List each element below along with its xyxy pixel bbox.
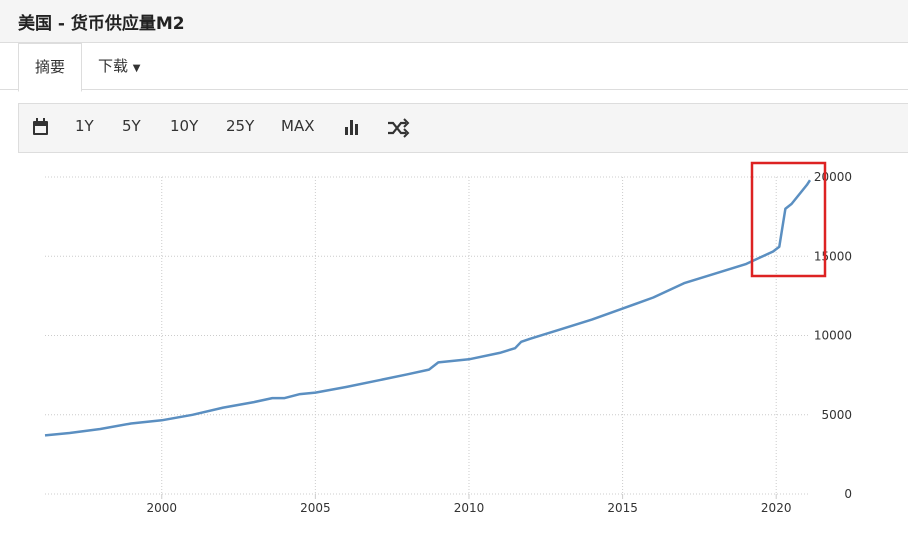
toolbar [18,103,908,153]
title-bar [0,0,908,43]
chart: 0 5000 10000 15000 20000 2000 2005 2010 2015 2020 [44,161,852,515]
x-tick-label: 2005 [300,501,331,515]
y-tick-label: 15000 [814,249,852,263]
tab[interactable]: 摘要 [18,43,83,92]
x-tick-label: 2020 [761,501,792,515]
y-tick-label: 10000 [814,329,852,343]
x-tick-label: 2000 [146,501,177,515]
tab-label[interactable]: 下载 [98,57,129,75]
x-tick-label: 2010 [454,501,485,515]
toolbar-icons [33,118,410,138]
highlight-box [750,161,827,278]
range-button[interactable]: 5Y [122,117,141,135]
data-line [44,179,812,437]
bar-chart-icon[interactable] [345,120,358,135]
y-tick-label: 5000 [821,408,852,422]
y-tick-label: 20000 [814,170,852,184]
y-tick-label: 0 [844,487,852,501]
range-button[interactable]: 25Y [226,117,255,135]
page-title: 美国 - 货币供应量M2 [18,14,185,34]
range-button[interactable]: 1Y [75,117,94,135]
range-button[interactable]: 10Y [170,117,199,135]
shuffle-icon[interactable] [388,118,410,138]
tab-divider [0,89,908,90]
tab[interactable]: 下载 ▼ [82,43,157,89]
range-button[interactable]: MAX [281,117,315,135]
caret[interactable]: ▼ [132,63,141,74]
x-tick-label: 2015 [607,501,638,515]
calendar-icon[interactable] [33,118,48,135]
